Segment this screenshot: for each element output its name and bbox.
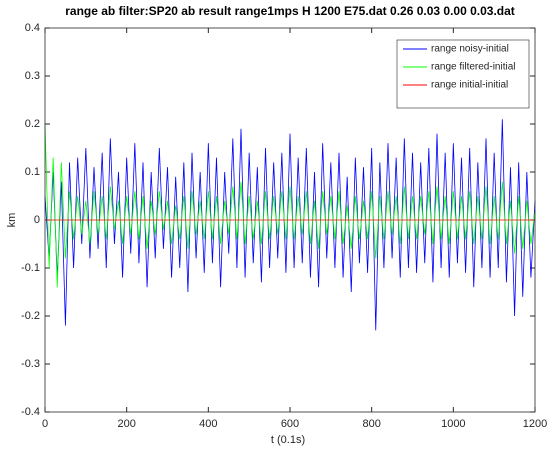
legend-label: range initial-initial: [431, 80, 508, 91]
y-tick-label: -0.4: [21, 406, 40, 418]
data-line: [44, 123, 536, 288]
chart-title: range ab filter:SP20 ab result range1mps…: [65, 4, 515, 18]
y-axis-label: km: [6, 213, 18, 228]
legend-label: range noisy-initial: [431, 44, 509, 55]
y-tick-label: 0.3: [25, 70, 40, 82]
x-tick-label: 800: [362, 418, 380, 430]
x-tick-label: 1000: [441, 418, 465, 430]
y-tick-label: -0.2: [21, 310, 40, 322]
x-tick-label: 1200: [523, 418, 547, 430]
y-tick-label: -0.3: [21, 358, 40, 370]
x-tick-label: 0: [42, 418, 48, 430]
x-tick-label: 200: [117, 418, 135, 430]
y-tick-label: 0.1: [25, 166, 40, 178]
x-tick-label: 600: [281, 418, 299, 430]
legend-label: range filtered-initial: [431, 62, 516, 73]
x-axis-label: t (0.1s): [271, 434, 305, 446]
data-line: [44, 119, 536, 331]
y-tick-label: 0.4: [25, 22, 40, 34]
y-tick-label: 0.2: [25, 118, 40, 130]
plot-frame: [44, 27, 536, 413]
y-tick-label: 0: [34, 214, 40, 226]
legend-box: [396, 39, 530, 109]
x-tick-label: 400: [199, 418, 217, 430]
y-tick-label: -0.1: [21, 262, 40, 274]
